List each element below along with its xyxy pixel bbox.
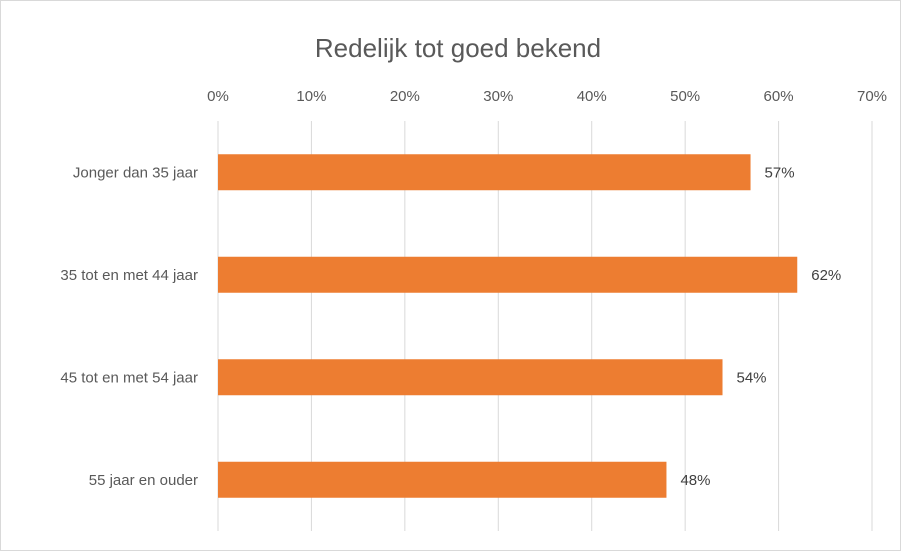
chart-title: Redelijk tot goed bekend [315, 33, 601, 63]
category-label: 35 tot en met 44 jaar [60, 267, 198, 284]
data-label: 48% [680, 472, 710, 489]
x-axis-ticks: 0% 10% 20% 30% 40% 50% 60% 70% [207, 88, 887, 105]
x-tick-label: 40% [577, 88, 607, 105]
category-label: Jonger dan 35 jaar [73, 164, 198, 181]
data-label: 57% [765, 164, 795, 181]
category-labels: Jonger dan 35 jaar 35 tot en met 44 jaar 4… [60, 164, 198, 489]
x-tick-label: 70% [857, 88, 887, 105]
x-tick-label: 50% [670, 88, 700, 105]
bar [218, 462, 666, 498]
bar [218, 359, 723, 395]
x-tick-label: 10% [296, 88, 326, 105]
x-tick-label: 60% [764, 88, 794, 105]
x-tick-label: 30% [483, 88, 513, 105]
category-label: 45 tot en met 54 jaar [60, 369, 198, 386]
x-tick-label: 20% [390, 88, 420, 105]
category-label: 55 jaar en ouder [89, 472, 198, 489]
bars [218, 154, 797, 498]
data-labels: 57% 62% 54% 48% [680, 164, 841, 489]
data-label: 62% [811, 267, 841, 284]
data-label: 54% [737, 369, 767, 386]
x-tick-label: 0% [207, 88, 229, 105]
bar [218, 154, 751, 190]
bar [218, 257, 797, 293]
